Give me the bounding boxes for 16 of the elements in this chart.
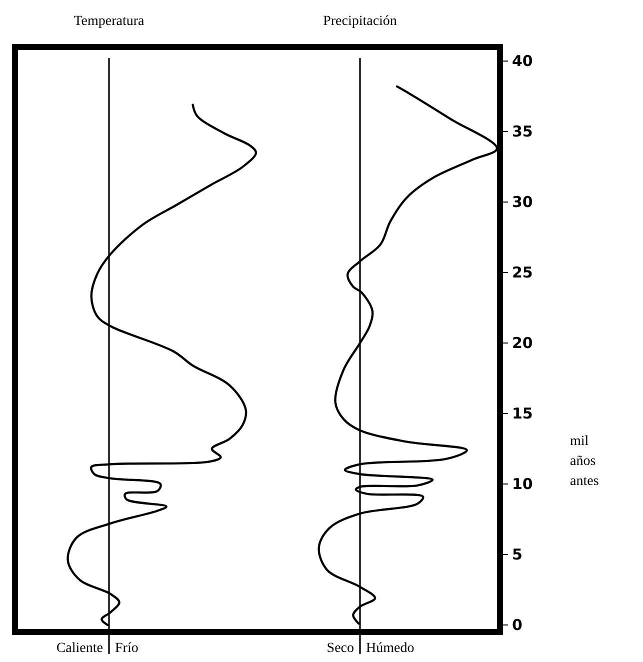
text: Húmedo xyxy=(366,641,414,656)
y-axis-title: mil años antes xyxy=(570,434,599,489)
text: Frío xyxy=(115,641,138,656)
y-tick-label: 0 xyxy=(512,616,522,634)
y-tick-label: 35 xyxy=(512,122,533,141)
chart-title: Precipitación xyxy=(323,14,397,29)
y-tick-label: 40 xyxy=(512,52,533,70)
y-tick-label: 25 xyxy=(512,264,533,282)
y-tick-label: 5 xyxy=(512,545,522,564)
chart-title: Temperatura xyxy=(74,14,146,29)
y-tick-label: 15 xyxy=(512,404,533,423)
y-tick-label: 10 xyxy=(512,474,533,493)
y-tick-label: 20 xyxy=(512,334,533,352)
text: Caliente xyxy=(56,641,103,656)
text: Seco xyxy=(326,641,354,656)
y-tick-label: 30 xyxy=(512,193,533,212)
